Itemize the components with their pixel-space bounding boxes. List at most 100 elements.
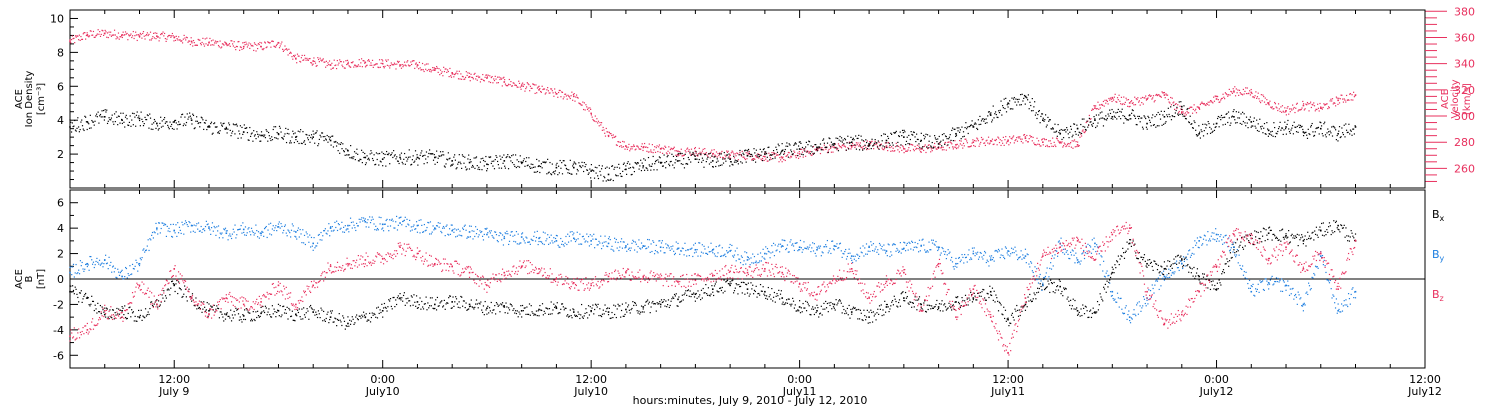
velocity-point (122, 31, 124, 33)
bx-point (749, 293, 751, 295)
density-point (563, 160, 565, 162)
velocity-point (1313, 102, 1315, 104)
bx-point (727, 283, 729, 285)
velocity-point (1172, 102, 1174, 104)
density-tick-label: 10 (50, 12, 64, 25)
density-point (226, 132, 228, 134)
velocity-point (744, 158, 747, 161)
density-point (120, 112, 122, 114)
density-point (498, 167, 500, 169)
bx-point (86, 296, 88, 298)
bx-point (138, 309, 140, 312)
density-point (376, 158, 378, 161)
velocity-point (1298, 109, 1300, 111)
velocity-point (98, 33, 100, 35)
density-point (170, 125, 172, 128)
density-point (312, 136, 315, 138)
bx-point (683, 294, 685, 296)
density-point (277, 132, 280, 135)
velocity-point (1250, 91, 1253, 94)
density-point (411, 159, 413, 161)
density-point (612, 179, 614, 182)
velocity-point (104, 29, 106, 32)
density-point (1039, 122, 1041, 124)
velocity-point (414, 63, 417, 65)
density-point (414, 150, 417, 152)
density-point (234, 133, 236, 135)
bx-point (793, 307, 796, 309)
velocity-point (570, 95, 572, 97)
bx-point (1091, 312, 1093, 315)
density-point (482, 157, 484, 159)
bx-point (293, 319, 295, 322)
velocity-point (1265, 103, 1267, 106)
velocity-point (1206, 103, 1208, 105)
bx-point (931, 307, 934, 309)
density-point (542, 161, 544, 163)
bx-point (1029, 293, 1031, 296)
velocity-point (591, 116, 593, 118)
density-point (1237, 117, 1239, 119)
velocity-point (840, 147, 843, 149)
velocity-point (364, 66, 367, 68)
density-point (872, 145, 874, 147)
density-point (368, 157, 370, 159)
velocity-point (1085, 121, 1087, 124)
density-point (1180, 105, 1183, 108)
density-point (1331, 135, 1334, 137)
density-point (131, 119, 133, 121)
density-point (1102, 125, 1105, 127)
density-point (387, 154, 389, 156)
velocity-point (1195, 108, 1197, 110)
bx-point (439, 302, 441, 304)
velocity-point (196, 44, 199, 46)
density-point (1352, 128, 1354, 130)
velocity-point (752, 158, 754, 160)
bx-point (729, 284, 731, 287)
density-point (758, 153, 760, 156)
velocity-point (441, 71, 443, 73)
bx-point (977, 292, 979, 295)
density-point (755, 149, 757, 151)
bx-point (413, 294, 415, 296)
velocity-point (392, 64, 394, 66)
density-point (194, 127, 196, 129)
velocity-point (387, 59, 389, 61)
velocity-point (526, 82, 528, 84)
density-point (524, 165, 526, 167)
density-point (1004, 107, 1006, 110)
velocity-point (1228, 88, 1230, 90)
velocity-point (465, 71, 467, 73)
density-point (679, 152, 682, 154)
bx-point (915, 299, 917, 301)
density-point (1184, 115, 1186, 118)
velocity-point (622, 146, 625, 148)
density-point (844, 139, 847, 141)
velocity-point (397, 61, 399, 64)
density-point (954, 128, 956, 130)
velocity-point (670, 147, 672, 149)
density-point (923, 138, 926, 140)
bx-point (468, 303, 471, 306)
density-point (930, 146, 933, 148)
bx-point (779, 293, 782, 295)
density-point (840, 140, 842, 142)
bx-point (1126, 241, 1128, 243)
velocity-point (110, 31, 112, 33)
velocity-point (398, 60, 400, 63)
bx-point (782, 301, 784, 303)
bx-point (448, 297, 450, 299)
velocity-point (211, 44, 213, 46)
velocity-point (571, 91, 573, 93)
velocity-point (209, 37, 211, 40)
density-point (320, 136, 322, 138)
velocity-point (946, 144, 948, 147)
velocity-point (725, 156, 727, 158)
density-point (915, 140, 917, 143)
bx-point (572, 308, 574, 310)
velocity-point (469, 80, 471, 82)
velocity-point (882, 148, 884, 151)
density-point (301, 142, 303, 145)
density-point (322, 136, 324, 138)
density-point (756, 154, 758, 156)
